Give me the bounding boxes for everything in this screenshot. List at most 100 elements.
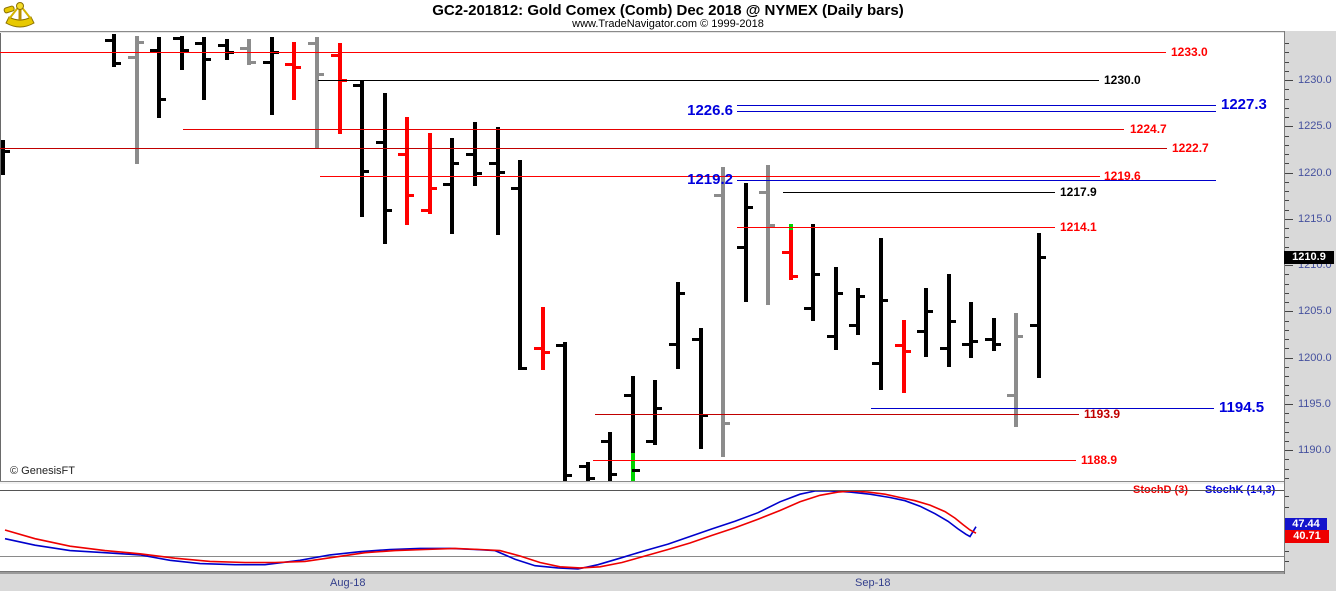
price-axis-tick bbox=[1285, 329, 1289, 331]
ohlc-bar-17[interactable] bbox=[496, 127, 500, 236]
ohlc-bar-10-open-tick bbox=[331, 54, 339, 58]
ohlc-bar-26[interactable] bbox=[699, 327, 703, 450]
price-level-label-1230.0[interactable]: 1230.0 bbox=[1104, 73, 1141, 87]
price-axis-tick bbox=[1285, 292, 1289, 294]
ohlc-bar-36-open-tick bbox=[917, 329, 925, 333]
chart-title: GC2-201812: Gold Comex (Comb) Dec 2018 @… bbox=[432, 2, 904, 19]
price-axis-tick bbox=[1285, 357, 1293, 359]
ohlc-bar-30[interactable] bbox=[789, 224, 793, 280]
price-axis-tick bbox=[1285, 52, 1289, 54]
ohlc-bar-35[interactable] bbox=[902, 319, 906, 393]
ohlc-bar-5[interactable] bbox=[225, 39, 229, 60]
ohlc-bar-16[interactable] bbox=[473, 121, 477, 187]
price-axis-tick bbox=[1285, 126, 1293, 128]
price-axis-tick bbox=[1285, 339, 1289, 340]
ohlc-bar-38-close-tick bbox=[970, 339, 978, 343]
ohlc-bar-28[interactable] bbox=[744, 182, 748, 302]
ohlc-bar-7[interactable] bbox=[270, 36, 274, 116]
price-level-line-1226.6[interactable] bbox=[737, 111, 1216, 113]
ohlc-bar-8[interactable] bbox=[292, 42, 296, 101]
price-axis-tick bbox=[1285, 459, 1289, 461]
price-level-line-1217.9[interactable] bbox=[783, 191, 1055, 193]
stoch-axis-tick bbox=[1285, 507, 1289, 508]
ohlc-bar-2[interactable] bbox=[157, 36, 161, 118]
price-level-line-1188.9[interactable] bbox=[593, 460, 1076, 462]
price-level-label-1227.3[interactable]: 1227.3 bbox=[1221, 95, 1267, 113]
price-level-label-1193.9[interactable]: 1193.9 bbox=[1084, 406, 1121, 421]
ohlc-bar-0[interactable] bbox=[112, 33, 116, 68]
ohlc-bar-39[interactable] bbox=[992, 317, 996, 352]
ohlc-bar-4[interactable] bbox=[202, 36, 206, 101]
ohlc-bar-14[interactable] bbox=[428, 132, 432, 215]
ohlc-bar-18[interactable] bbox=[518, 159, 522, 370]
ohlc-bar-11-open-tick bbox=[353, 83, 361, 87]
ohlc-bar-29-close-tick bbox=[767, 224, 775, 228]
panel-separator-highlight bbox=[0, 482, 1284, 484]
ohlc-bar-25[interactable] bbox=[676, 281, 680, 369]
ohlc-bar-20[interactable] bbox=[563, 341, 567, 481]
ohlc-bar-20-close-tick bbox=[564, 473, 572, 477]
ohlc-bar-32[interactable] bbox=[834, 266, 838, 351]
ohlc-bar-24[interactable] bbox=[653, 379, 657, 446]
price-level-line-1194.5[interactable] bbox=[871, 408, 1214, 410]
price-level-line-1224.7[interactable] bbox=[183, 129, 1124, 131]
price-axis-tick bbox=[1285, 80, 1293, 81]
price-level-label-1224.7[interactable]: 1224.7 bbox=[1130, 122, 1167, 137]
ohlc-bar-33[interactable] bbox=[856, 288, 860, 336]
ohlc-bar-15[interactable] bbox=[450, 138, 454, 234]
price-level-label-1219.6[interactable]: 1219.6 bbox=[1104, 169, 1141, 184]
stochastic-panel[interactable] bbox=[0, 484, 1284, 572]
price-level-label-1194.5[interactable]: 1194.5 bbox=[1219, 399, 1265, 417]
ohlc-bar-17-close-tick bbox=[497, 170, 505, 174]
ohlc-bar-31[interactable] bbox=[811, 224, 815, 322]
ohlc-bar-9[interactable] bbox=[315, 37, 319, 149]
price-axis-tick bbox=[1285, 107, 1289, 109]
ohlc-bar-2-close-tick bbox=[158, 97, 166, 101]
price-level-line-1214.1[interactable] bbox=[737, 227, 1055, 229]
price-level-line-1219.6[interactable] bbox=[320, 176, 1100, 178]
ohlc-bar-1[interactable] bbox=[135, 35, 139, 165]
price-level-label-1226.6[interactable]: 1226.6 bbox=[687, 102, 733, 120]
ohlc-bar-12[interactable] bbox=[383, 92, 387, 244]
ohlc-bar-36[interactable] bbox=[924, 288, 928, 357]
price-level-label-1188.9[interactable]: 1188.9 bbox=[1081, 453, 1118, 468]
price-plot-area[interactable] bbox=[0, 33, 1285, 481]
price-level-line-1222.7[interactable] bbox=[0, 147, 1167, 149]
sextant-logo-icon[interactable] bbox=[2, 1, 38, 30]
price-level-line-1233.0[interactable] bbox=[0, 52, 1166, 54]
price-level-label-1222.7[interactable]: 1222.7 bbox=[1172, 140, 1209, 155]
price-level-line-1227.3[interactable] bbox=[737, 104, 1216, 106]
price-level-line-1193.9[interactable] bbox=[595, 413, 1079, 415]
ohlc-bar-22[interactable] bbox=[608, 432, 612, 481]
ohlc-bar-edge[interactable] bbox=[1, 140, 5, 176]
price-level-label-1214.1[interactable]: 1214.1 bbox=[1060, 220, 1097, 235]
ohlc-bar-23[interactable] bbox=[631, 376, 635, 481]
ohlc-bar-4-close-tick bbox=[203, 57, 211, 61]
ohlc-bar-1-close-tick bbox=[136, 41, 144, 45]
ohlc-bar-41[interactable] bbox=[1037, 232, 1041, 378]
ohlc-bar-11[interactable] bbox=[360, 80, 364, 217]
ohlc-bar-21[interactable] bbox=[586, 462, 590, 481]
ohlc-bar-29[interactable] bbox=[766, 165, 770, 305]
price-axis-tick bbox=[1285, 200, 1289, 202]
price-axis-tick bbox=[1285, 366, 1289, 368]
ohlc-bar-40[interactable] bbox=[1014, 313, 1018, 427]
price-level-line-1230.0[interactable] bbox=[318, 80, 1099, 81]
time-axis[interactable]: Aug-18 Sep-18 bbox=[0, 574, 1336, 591]
ohlc-bar-8-open-tick bbox=[285, 63, 293, 67]
ohlc-bar-27-open-tick bbox=[714, 193, 722, 197]
ohlc-bar-27[interactable] bbox=[721, 166, 725, 458]
price-level-label-1233.0[interactable]: 1233.0 bbox=[1171, 45, 1208, 60]
ohlc-bar-13[interactable] bbox=[405, 117, 409, 226]
ohlc-bar-34[interactable] bbox=[879, 238, 883, 390]
ohlc-bar-6[interactable] bbox=[247, 39, 251, 66]
ohlc-bar-38[interactable] bbox=[969, 302, 973, 358]
price-level-line-1219.2[interactable] bbox=[737, 179, 1216, 181]
ohlc-bar-6-close-tick bbox=[248, 60, 256, 64]
ohlc-bar-10[interactable] bbox=[338, 43, 342, 134]
price-level-label-1219.2[interactable]: 1219.2 bbox=[687, 170, 733, 188]
price-level-label-1217.9[interactable]: 1217.9 bbox=[1060, 184, 1097, 199]
price-axis[interactable] bbox=[1284, 31, 1336, 574]
ohlc-bar-19[interactable] bbox=[541, 306, 545, 370]
price-axis-tick bbox=[1285, 274, 1289, 276]
